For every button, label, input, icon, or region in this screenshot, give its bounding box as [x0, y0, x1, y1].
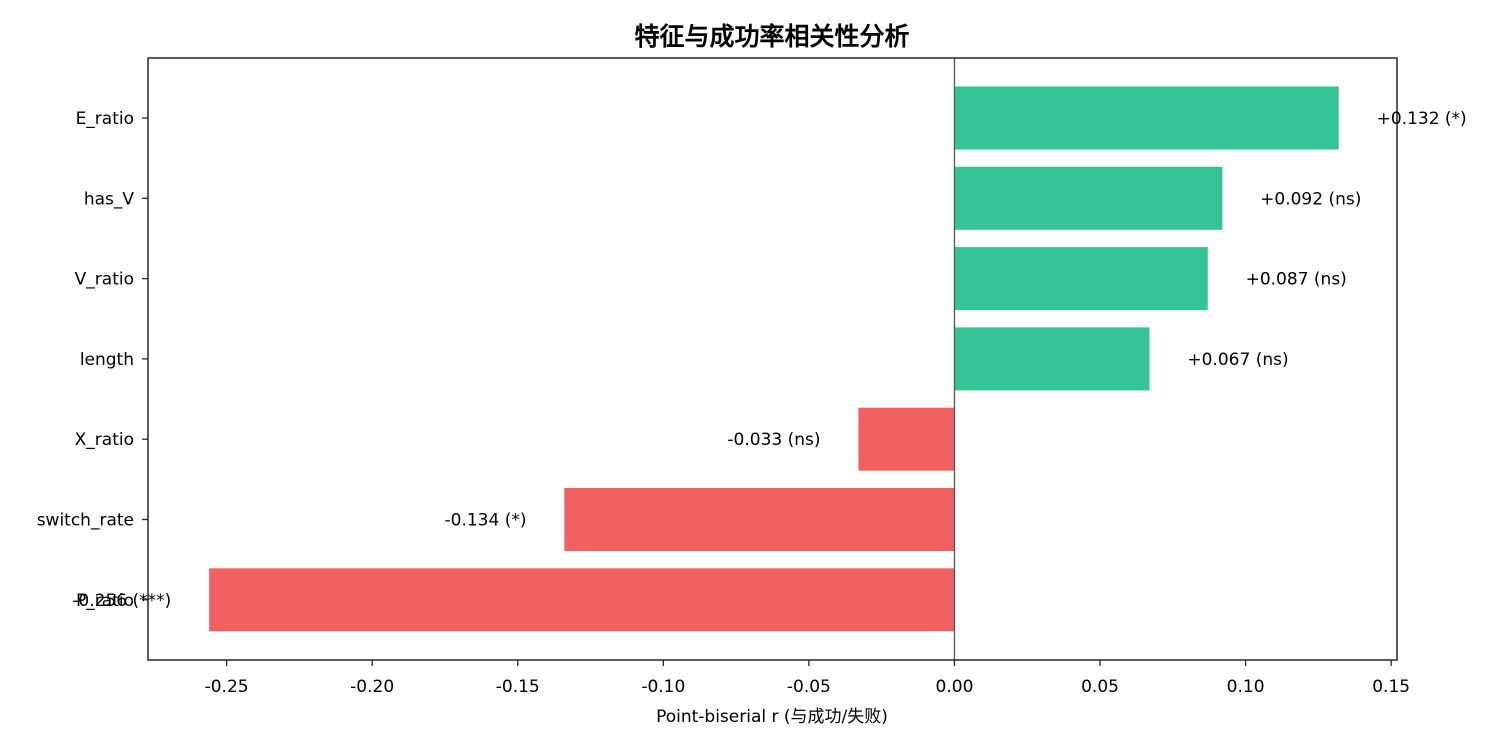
bar-value-label: -0.256 (***) [72, 591, 171, 611]
x-tick-label: -0.10 [641, 677, 685, 697]
bar-value-label: -0.134 (*) [445, 511, 527, 531]
x-axis-label: Point-biserial r (与成功/失败) [656, 707, 888, 727]
bar-V_ratio [954, 247, 1208, 311]
x-tick-label: 0.15 [1372, 677, 1410, 697]
x-tick-label: -0.25 [205, 677, 249, 697]
y-tick-label: V_ratio [75, 270, 134, 290]
bar-value-label: +0.092 (ns) [1260, 189, 1361, 209]
bar-value-label: +0.132 (*) [1377, 109, 1467, 129]
bar-value-label: -0.033 (ns) [727, 430, 820, 450]
y-tick-label: has_V [84, 189, 135, 209]
bar-value-label: +0.087 (ns) [1246, 270, 1347, 290]
x-axis: -0.25 -0.20 -0.15 -0.10 -0.05 0.00 0.05 0.10 0.1… [205, 660, 1410, 697]
bar-length [954, 327, 1150, 391]
bar-value-labels: +0.132 (*) +0.092 (ns) +0.087 (ns) +0.067 (… [72, 109, 1466, 611]
bars-group [209, 86, 1339, 632]
x-tick-label: 0.00 [936, 677, 974, 697]
y-tick-label: switch_rate [37, 511, 134, 531]
bar-has_V [954, 166, 1223, 230]
bar-switch_rate [564, 488, 955, 551]
y-tick-label: length [80, 350, 134, 370]
y-tick-label: E_ratio [76, 109, 134, 129]
x-tick-label: -0.20 [350, 677, 394, 697]
y-tick-label: X_ratio [75, 430, 134, 450]
bar-X_ratio [858, 407, 955, 471]
bar-value-label: +0.067 (ns) [1187, 350, 1288, 370]
bar-E_ratio [954, 86, 1339, 150]
x-tick-label: 0.10 [1227, 677, 1265, 697]
x-tick-label: -0.15 [496, 677, 540, 697]
bar-P_ratio [209, 568, 955, 632]
chart-title: 特征与成功率相关性分析 [634, 22, 909, 51]
x-tick-label: 0.05 [1081, 677, 1119, 697]
y-tick-label: P_ratio [76, 591, 134, 611]
x-tick-label: -0.05 [787, 677, 831, 697]
